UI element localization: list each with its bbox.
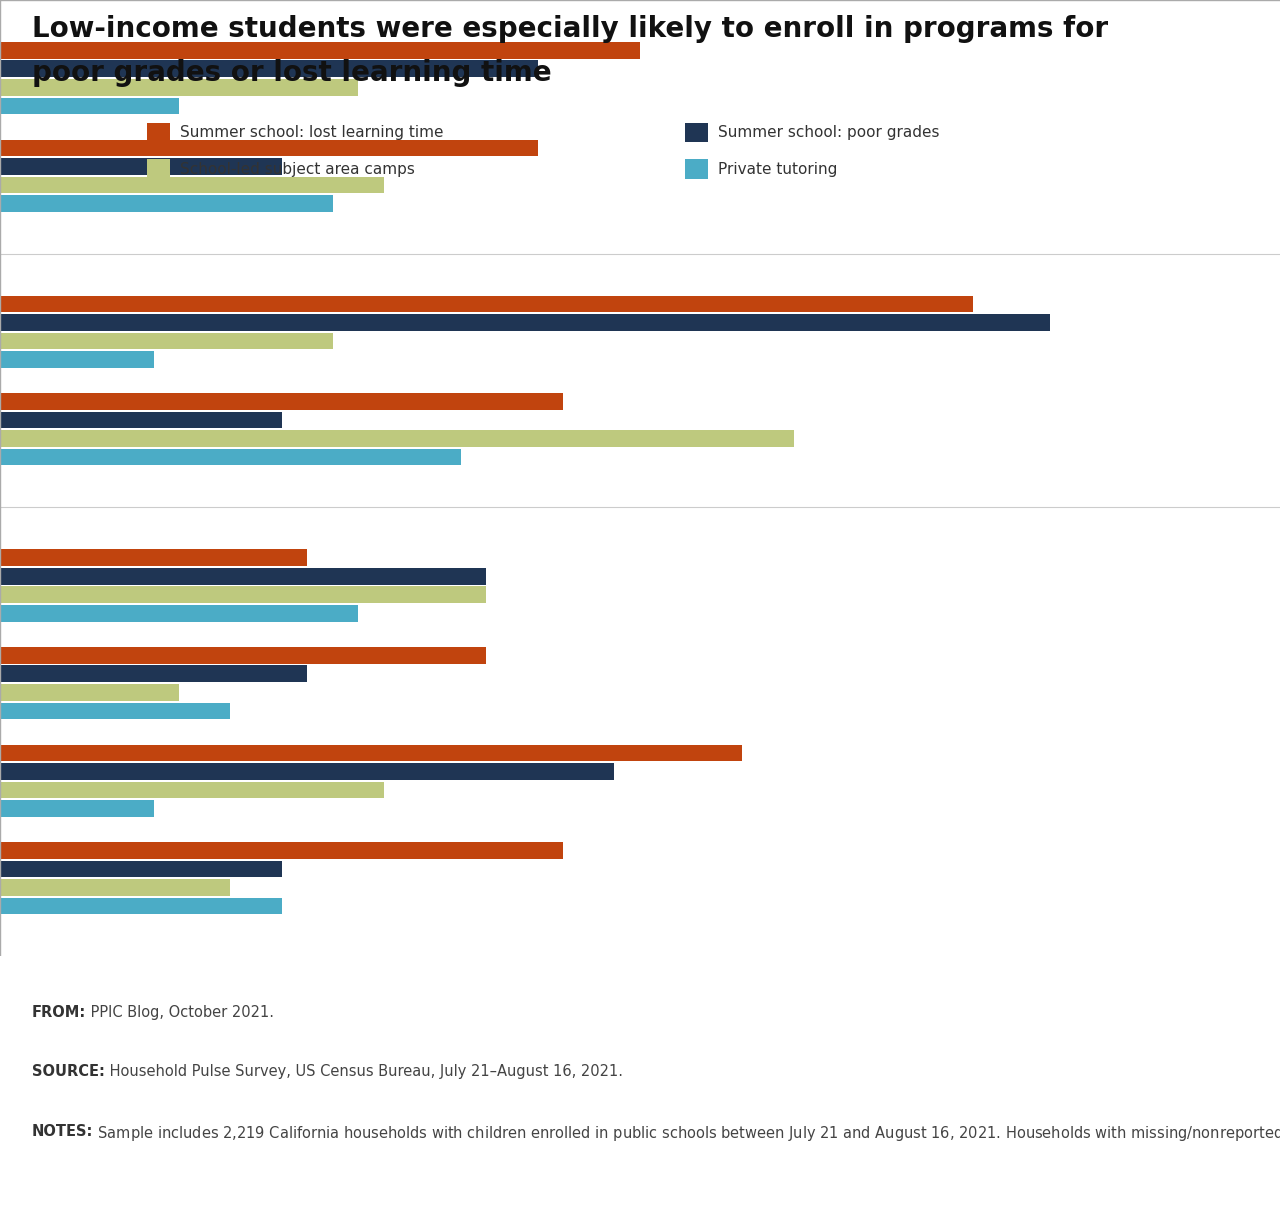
Text: Summer school: lost learning time: Summer school: lost learning time <box>180 125 444 140</box>
Bar <box>0 647 486 663</box>
Bar <box>0 666 307 682</box>
Bar <box>0 42 640 59</box>
Bar <box>0 763 614 780</box>
Bar <box>0 177 384 194</box>
Bar <box>0 549 307 566</box>
Text: FROM:: FROM: <box>32 1005 86 1020</box>
Bar <box>0 140 538 156</box>
Bar <box>0 568 486 585</box>
Bar <box>0 861 282 878</box>
Text: School-led subject area camps: School-led subject area camps <box>180 162 415 177</box>
Bar <box>0 430 794 447</box>
Bar <box>0 879 230 896</box>
Bar <box>0 295 973 313</box>
Bar <box>0 702 230 720</box>
Text: NOTES:: NOTES: <box>32 1123 93 1139</box>
Bar <box>0 394 563 409</box>
Bar <box>0 684 179 700</box>
Bar <box>0 314 1050 331</box>
Bar <box>0 98 179 114</box>
Bar <box>0 744 742 761</box>
Bar <box>0 842 563 858</box>
Bar <box>0 782 384 798</box>
Bar <box>0 449 461 466</box>
Bar <box>0 897 282 915</box>
Bar <box>0 158 282 174</box>
Text: Summer school: poor grades: Summer school: poor grades <box>718 125 940 140</box>
Text: Household Pulse Survey, US Census Bureau, July 21–August 16, 2021.: Household Pulse Survey, US Census Bureau… <box>105 1064 623 1079</box>
Bar <box>0 801 154 817</box>
Text: Sample includes 2,219 California households with children enrolled in public sch: Sample includes 2,219 California househo… <box>93 1123 1280 1143</box>
Bar <box>0 195 333 212</box>
Text: SOURCE:: SOURCE: <box>32 1064 105 1079</box>
Text: Private tutoring: Private tutoring <box>718 162 837 177</box>
Bar <box>0 586 486 603</box>
Text: Low-income students were especially likely to enroll in programs for: Low-income students were especially like… <box>32 15 1108 43</box>
Text: PPIC Blog, October 2021.: PPIC Blog, October 2021. <box>86 1005 274 1020</box>
Text: poor grades or lost learning time: poor grades or lost learning time <box>32 59 552 87</box>
Bar <box>0 352 154 368</box>
Bar <box>0 60 538 77</box>
Bar <box>0 78 358 96</box>
Bar <box>0 332 333 349</box>
Bar <box>0 604 358 622</box>
Bar <box>0 412 282 428</box>
